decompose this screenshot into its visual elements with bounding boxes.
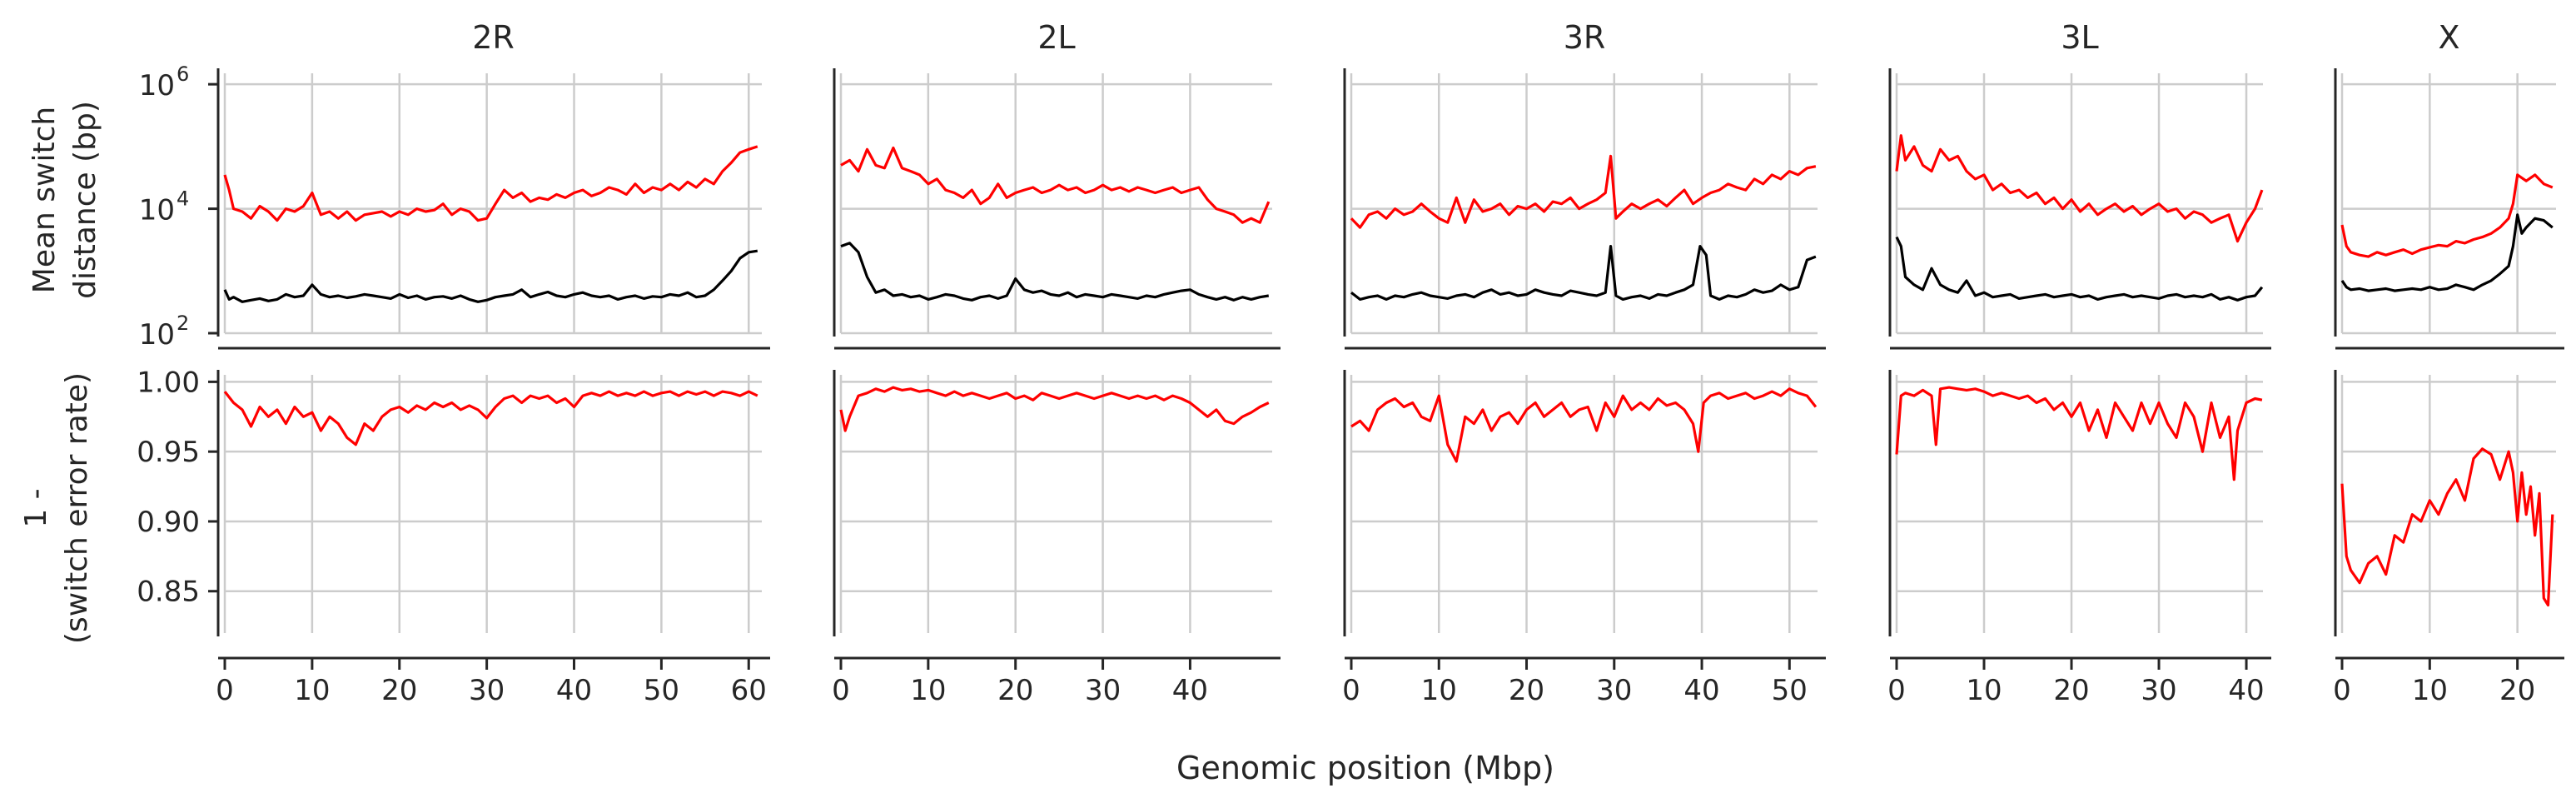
series-line-red	[1895, 386, 2263, 481]
series-line-red	[1350, 154, 1817, 229]
panel-title: 3R	[1564, 19, 1606, 56]
panel-bottom-1: 0 10 20 30 40	[832, 370, 1281, 707]
series-line-red	[223, 145, 758, 222]
panel-top-4: X	[2334, 19, 2564, 350]
x-tick-label: 10	[1966, 674, 2002, 707]
panel-title: 3L	[2061, 19, 2098, 56]
series-line-red	[2340, 447, 2554, 607]
series-line-red	[840, 146, 1271, 224]
x-tick-label: 20	[381, 674, 417, 707]
panel-top-3: 3L	[1888, 19, 2271, 350]
x-tick-label: 20	[997, 674, 1033, 707]
x-tick-label: 10	[910, 674, 946, 707]
y-tick-exponent: 4	[177, 187, 189, 211]
panel-bottom-0: 0.85 0.90 0.95 1.00 0 10 20 30 40 50 60	[137, 366, 770, 707]
panel-title: 2L	[1037, 19, 1075, 56]
y-axis-label-top-line-1: Mean switch	[27, 107, 62, 293]
series-line-red	[2340, 173, 2554, 258]
x-tick-label: 10	[2412, 674, 2448, 707]
y-axis-label-bottom-line-2: (switch error rate)	[60, 372, 94, 644]
panel-bottom-3: 0 10 20 30 40	[1887, 370, 2271, 707]
panel-top-2: 3R	[1343, 19, 1826, 350]
series-line-red	[1350, 387, 1818, 463]
x-tick-label: 60	[731, 674, 767, 707]
x-tick-label: 40	[556, 674, 592, 707]
y-tick-exponent: 6	[177, 62, 189, 86]
x-tick-label: 30	[469, 674, 505, 707]
x-tick-label: 40	[2228, 674, 2264, 707]
x-tick-label: 10	[294, 674, 330, 707]
y-tick-label: 1.00	[137, 366, 200, 399]
y-axis-label-bottom-line-1: 1 -	[19, 488, 53, 527]
x-tick-label: 20	[2499, 674, 2535, 707]
panel-bottom-2: 0 10 20 30 40 50	[1342, 370, 1826, 707]
series-line-black	[2340, 213, 2554, 292]
y-axis-label-top-line-2: distance (bp)	[68, 101, 102, 299]
x-tick-label: 40	[1172, 674, 1208, 707]
x-tick-label: 50	[1772, 674, 1808, 707]
x-tick-label: 30	[1596, 674, 1632, 707]
x-tick-label: 30	[2141, 674, 2176, 707]
x-tick-label: 0	[1342, 674, 1360, 707]
series-line-black	[1350, 245, 1817, 301]
x-axis-label: Genomic position (Mbp)	[1176, 750, 1554, 786]
x-tick-label: 0	[216, 674, 234, 707]
series-line-black	[1895, 236, 2264, 302]
y-tick-label: 10	[139, 69, 175, 102]
y-tick-label: 10	[139, 194, 175, 227]
y-tick-exponent: 2	[177, 312, 189, 335]
x-tick-label: 40	[1683, 674, 1719, 707]
series-line-red	[1895, 134, 2264, 243]
panel-top-1: 2L	[833, 19, 1281, 350]
y-tick-label: 10	[139, 318, 175, 352]
y-tick-label: 0.85	[137, 576, 200, 609]
x-tick-label: 20	[2053, 674, 2089, 707]
panel-title: 2R	[472, 19, 515, 56]
panel-title: X	[2438, 19, 2459, 56]
series-line-red	[223, 390, 758, 446]
x-tick-label: 20	[1509, 674, 1544, 707]
y-tick-label: 0.95	[137, 436, 200, 469]
y-tick-label: 0.90	[137, 506, 200, 539]
x-tick-label: 0	[2333, 674, 2351, 707]
series-line-black	[223, 249, 758, 303]
x-tick-label: 0	[832, 674, 850, 707]
x-tick-label: 50	[644, 674, 679, 707]
x-tick-label: 30	[1085, 674, 1121, 707]
x-tick-label: 10	[1421, 674, 1457, 707]
series-line-red	[839, 386, 1270, 432]
panel-bottom-4: 0 10 20	[2333, 370, 2564, 707]
x-tick-label: 0	[1887, 674, 1906, 707]
series-line-black	[840, 242, 1270, 302]
